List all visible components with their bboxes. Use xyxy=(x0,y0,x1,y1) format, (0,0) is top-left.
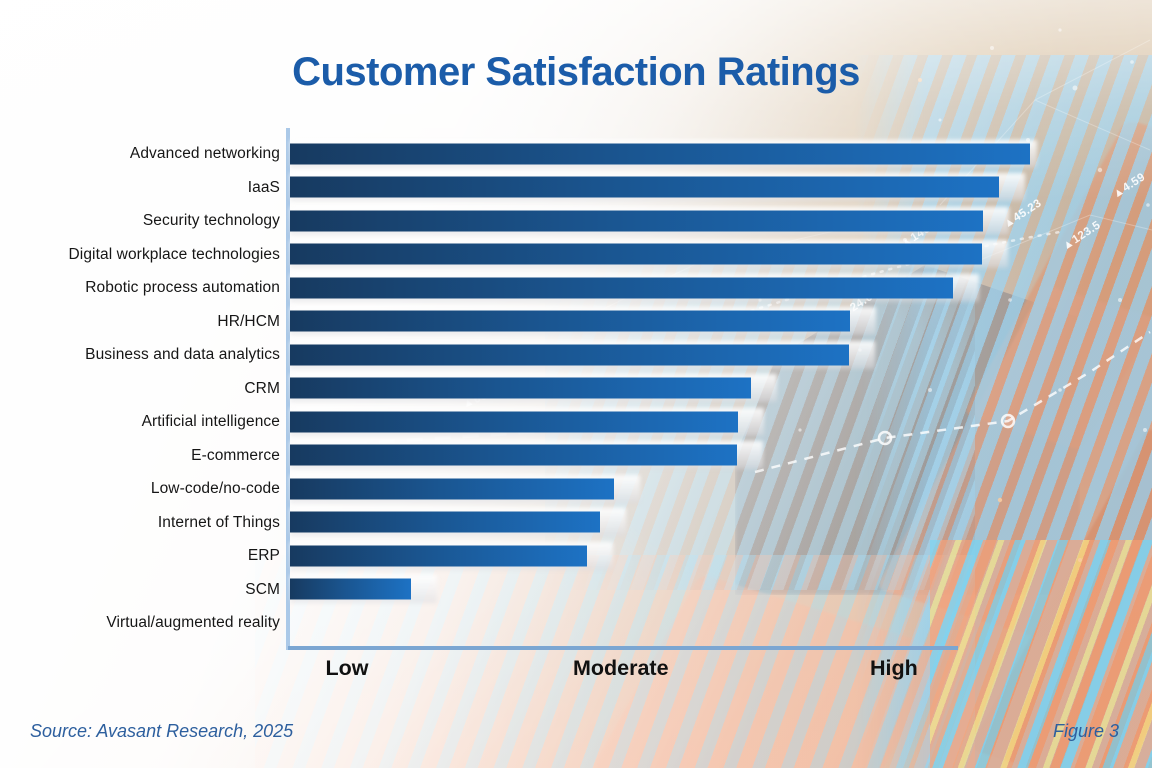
chart-row: Artificial intelligence xyxy=(0,405,1030,439)
bar xyxy=(290,578,412,600)
bar-area xyxy=(290,137,1038,171)
bar-area xyxy=(290,506,1030,540)
bar-area xyxy=(290,439,1030,473)
bar-area xyxy=(290,573,1030,607)
x-axis-line xyxy=(288,646,958,650)
category-label: E-commerce xyxy=(191,446,280,464)
bar xyxy=(290,243,982,265)
category-label: SCM xyxy=(245,580,280,598)
category-label: Artificial intelligence xyxy=(141,413,280,430)
bar xyxy=(290,210,983,232)
bar xyxy=(290,511,601,533)
bar-area xyxy=(290,606,1030,640)
chart-title: Customer Satisfaction Ratings xyxy=(292,50,860,94)
chart-row: Internet of Things xyxy=(0,506,1030,540)
bar xyxy=(290,411,738,433)
category-label: Low-code/no-code xyxy=(150,480,280,497)
y-axis-line xyxy=(286,128,290,650)
bar-area xyxy=(290,372,1030,406)
bar-area xyxy=(290,204,1030,238)
chart-rows: Advanced networking IaaS Security techno… xyxy=(0,137,1038,640)
chart-row: Security technology xyxy=(0,204,1030,238)
category-label: HR/HCM xyxy=(217,312,280,330)
bar-area xyxy=(290,405,1030,439)
chart-row: Advanced networking xyxy=(0,137,1038,171)
bar xyxy=(290,478,615,500)
x-axis-labels: Low Moderate High xyxy=(290,656,1030,686)
bar xyxy=(290,143,1030,165)
bar xyxy=(290,344,850,366)
category-label: Security technology xyxy=(142,212,280,229)
category-label: Internet of Things xyxy=(157,513,280,531)
bar xyxy=(290,377,752,399)
category-label: IaaS xyxy=(247,178,280,196)
category-label: Digital workplace technologies xyxy=(68,245,280,263)
chart-row: CRM xyxy=(0,372,1030,406)
x-axis-label-low: Low xyxy=(325,656,369,680)
category-label: Business and data analytics xyxy=(85,346,280,363)
bar xyxy=(290,310,851,332)
source-note: Source: Avasant Research, 2025 xyxy=(30,721,294,741)
bar xyxy=(290,545,587,567)
bar xyxy=(290,176,999,198)
bar-area xyxy=(290,539,1030,573)
chart-row: SCM xyxy=(0,573,1030,607)
bar-area xyxy=(290,472,1030,506)
x-axis-label-moderate: Moderate xyxy=(572,656,669,680)
category-label: CRM xyxy=(244,379,280,397)
x-axis-label-high: High xyxy=(869,656,918,680)
category-label: Virtual/augmented reality xyxy=(106,614,280,631)
figure-number-label: Figure 3 xyxy=(1052,721,1119,741)
bar-area xyxy=(290,171,1030,205)
chart-row: ERP xyxy=(0,539,1030,573)
bar-area xyxy=(290,305,1030,339)
category-label: Robotic process automation xyxy=(85,279,280,296)
bar-area xyxy=(290,238,1030,272)
bar-area xyxy=(290,271,1030,305)
chart-row: Virtual/augmented reality xyxy=(0,606,1030,640)
chart-row: IaaS xyxy=(0,171,1030,205)
bar-area xyxy=(290,338,1030,372)
chart-row: E-commerce xyxy=(0,439,1030,473)
chart-row: Digital workplace technologies xyxy=(0,238,1030,272)
chart-row: Robotic process automation xyxy=(0,271,1030,305)
bar xyxy=(290,277,954,299)
chart-row: HR/HCM xyxy=(0,305,1030,339)
bar xyxy=(290,444,737,466)
chart-row: Low-code/no-code xyxy=(0,472,1030,506)
chart-row: Business and data analytics xyxy=(0,338,1030,372)
category-label: Advanced networking xyxy=(129,145,280,162)
category-label: ERP xyxy=(247,547,280,564)
